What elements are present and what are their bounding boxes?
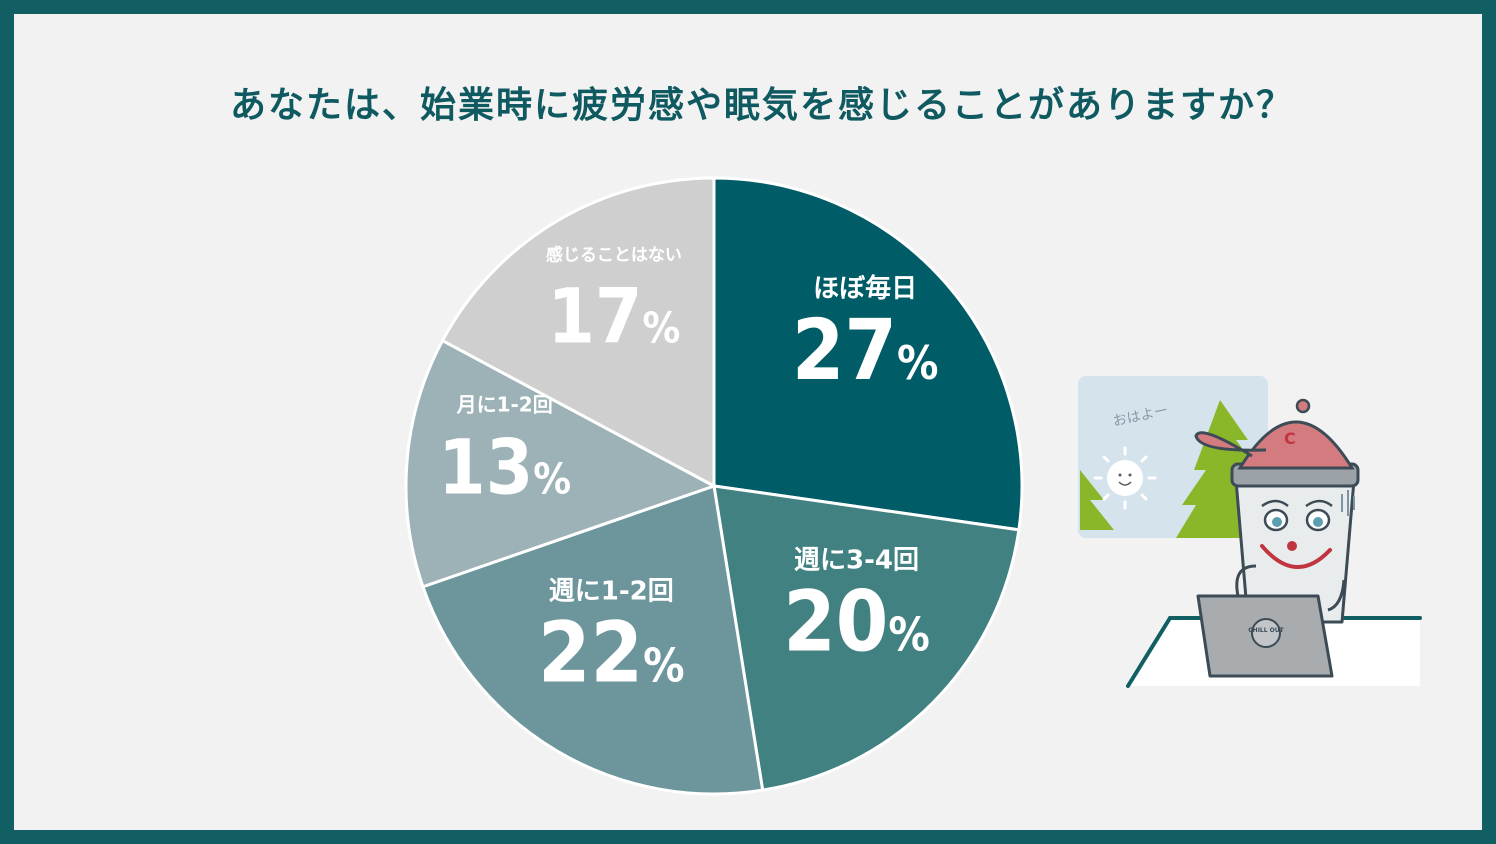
chart-title: あなたは、始業時に疲労感や眠気を感じることがありますか？ <box>229 85 1294 126</box>
character-icon: C <box>1194 398 1360 624</box>
laptop-icon: CHILL OUT <box>1196 564 1346 678</box>
pie-slice-5 <box>440 176 716 489</box>
pie-slice-1 <box>712 176 1024 532</box>
pie-slice-4 <box>404 338 718 589</box>
pie-slice-2 <box>712 484 1021 792</box>
sun-icon <box>1093 446 1157 510</box>
laptop-logo: CHILL OUT <box>1248 627 1284 634</box>
cap-letter: C <box>1284 429 1296 448</box>
slice-label-2: 週に3-4回 <box>794 545 919 575</box>
slice-label-4: 月に1-2回 <box>456 392 553 416</box>
pie-slice-3 <box>421 483 765 796</box>
character-illustration: おはよー C CHILL OUT <box>1078 376 1422 688</box>
slice-label-1: ほぼ毎日 <box>813 274 917 304</box>
slice-label-3: 週に1-2回 <box>549 577 674 607</box>
slice-label-5: 感じることはない <box>546 245 682 266</box>
